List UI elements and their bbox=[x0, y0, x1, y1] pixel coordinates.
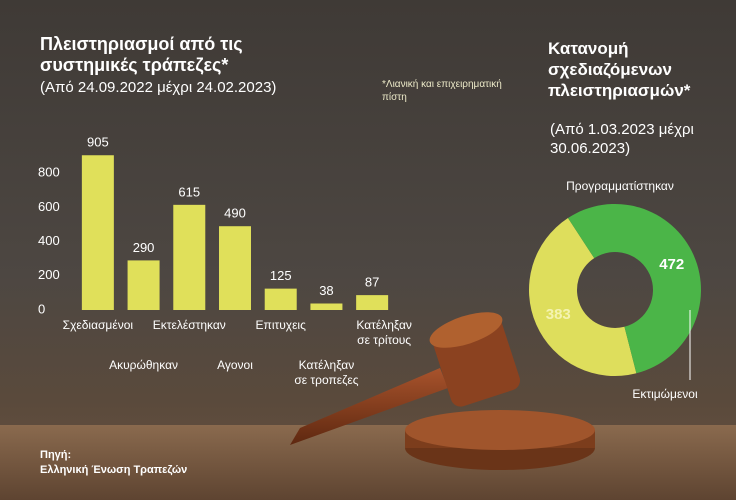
y-tick-label: 400 bbox=[38, 233, 60, 248]
y-tick-label: 800 bbox=[38, 165, 60, 180]
x-tick-label: Ακυρώθηκαν bbox=[109, 358, 178, 372]
sound-block-top bbox=[405, 410, 595, 450]
value-label: 38 bbox=[319, 283, 333, 298]
value-label: 383 bbox=[546, 306, 571, 323]
value-label: 472 bbox=[659, 256, 684, 273]
donut-title: Κατανομή σχεδιαζόμενων πλειστηριασμών* bbox=[548, 39, 691, 100]
bar-title: Πλειστηριασμοί από τις συστημικές τράπεζ… bbox=[40, 34, 243, 75]
y-tick-label: 600 bbox=[38, 199, 60, 214]
gavel-cap bbox=[429, 312, 503, 348]
value-label: 290 bbox=[133, 240, 155, 255]
bar bbox=[310, 303, 343, 310]
label-line: Κατέληξαν bbox=[356, 318, 412, 332]
value-label: 905 bbox=[87, 135, 109, 150]
donut-segment bbox=[528, 217, 637, 377]
donut-subtitle: (Από 1.03.2023 μέχρι 30.06.2023) bbox=[550, 121, 694, 157]
x-tick-label: Σχεδιασμένοι bbox=[63, 318, 134, 332]
bar bbox=[356, 295, 389, 310]
bar bbox=[127, 260, 160, 310]
value-label: 490 bbox=[224, 206, 246, 221]
x-tick-label: Αγονοι bbox=[217, 358, 253, 372]
bar bbox=[173, 204, 206, 310]
source: Ελληνική Ένωση Τραπεζών bbox=[40, 464, 188, 476]
category-label: Προγραμματίστηκαν bbox=[566, 179, 674, 193]
table bbox=[0, 425, 736, 500]
y-tick-label: 0 bbox=[38, 301, 45, 316]
note: *Λιανική και επιχειρηματική πίστη bbox=[382, 79, 502, 103]
x-tick-label: Εκτελέστηκαν bbox=[153, 318, 226, 332]
donut-segment bbox=[567, 204, 701, 374]
value-label: 615 bbox=[178, 184, 200, 199]
label-line: Κατέληξαν bbox=[299, 358, 355, 372]
y-tick-label: 200 bbox=[38, 267, 60, 282]
bar bbox=[219, 226, 251, 310]
x-tick-label: Κατέληξαν σε τροπεζες bbox=[294, 358, 358, 387]
x-tick-label: Επιτυχεις bbox=[256, 318, 307, 332]
bar bbox=[264, 288, 297, 310]
category-label: Εκτιμώμενοι bbox=[632, 387, 698, 401]
x-tick-label: Κατέληξαν σε τρίτους bbox=[356, 318, 412, 347]
value-label: 125 bbox=[270, 268, 292, 283]
label-line: σε τρίτους bbox=[357, 333, 411, 347]
source-label: Πηγή: bbox=[40, 449, 72, 461]
value-label: 87 bbox=[365, 275, 379, 290]
bar-subtitle: (Από 24.09.2022 μέχρι 24.02.2023) bbox=[40, 79, 277, 96]
bar bbox=[81, 155, 114, 310]
label-line: σε τροπεζες bbox=[294, 373, 358, 387]
gavel-handle bbox=[290, 368, 448, 445]
